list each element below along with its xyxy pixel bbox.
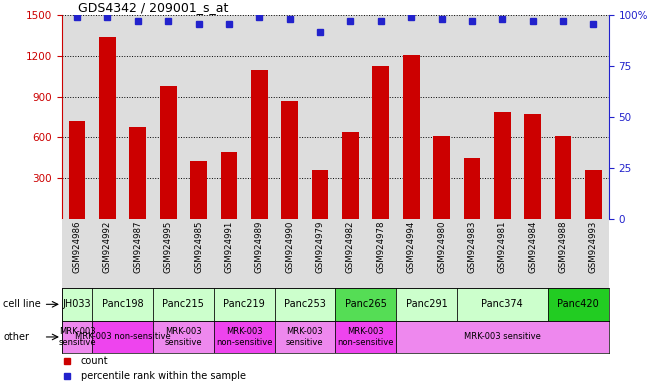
Text: Panc198: Panc198 (102, 299, 143, 310)
Text: MRK-003
non-sensitive: MRK-003 non-sensitive (216, 327, 272, 347)
Bar (214, 321, 275, 353)
Text: GSM924991: GSM924991 (225, 221, 234, 273)
Text: GSM924981: GSM924981 (498, 221, 507, 273)
Text: cell line: cell line (3, 299, 41, 310)
Text: Panc215: Panc215 (163, 299, 204, 310)
Bar (494, 112, 510, 219)
Text: GSM924992: GSM924992 (103, 221, 112, 273)
Text: percentile rank within the sample: percentile rank within the sample (81, 371, 246, 381)
Bar (312, 170, 329, 219)
Bar (92, 321, 153, 353)
Bar (275, 321, 335, 353)
Bar (335, 288, 396, 321)
Text: GSM924990: GSM924990 (285, 221, 294, 273)
Text: GSM924978: GSM924978 (376, 221, 385, 273)
Text: Panc265: Panc265 (345, 299, 387, 310)
Text: GSM924985: GSM924985 (194, 221, 203, 273)
Bar (403, 55, 419, 219)
Text: GSM924982: GSM924982 (346, 221, 355, 273)
Text: GSM924986: GSM924986 (72, 221, 81, 273)
Bar (555, 136, 572, 219)
Text: Panc420: Panc420 (557, 299, 599, 310)
Text: Panc291: Panc291 (406, 299, 447, 310)
Bar (275, 288, 335, 321)
Bar (69, 121, 85, 219)
Bar (153, 321, 214, 353)
Bar (457, 288, 548, 321)
Text: GSM924995: GSM924995 (163, 221, 173, 273)
Bar (585, 170, 602, 219)
Text: GSM924988: GSM924988 (559, 221, 568, 273)
Text: GSM924979: GSM924979 (316, 221, 325, 273)
Bar (190, 161, 207, 219)
Text: GSM924989: GSM924989 (255, 221, 264, 273)
Bar (525, 114, 541, 219)
Text: MRK-003
sensitive: MRK-003 sensitive (165, 327, 202, 347)
Bar (159, 86, 176, 219)
Bar (396, 288, 457, 321)
Text: GSM924994: GSM924994 (407, 221, 416, 273)
Bar (251, 70, 268, 219)
Text: GDS4342 / 209001_s_at: GDS4342 / 209001_s_at (78, 1, 229, 14)
Bar (62, 288, 92, 321)
Text: MRK-003
sensitive: MRK-003 sensitive (286, 327, 324, 347)
Bar (434, 136, 450, 219)
Bar (99, 37, 116, 219)
Text: GSM924980: GSM924980 (437, 221, 446, 273)
Text: MRK-003 sensitive: MRK-003 sensitive (464, 333, 541, 341)
Text: GSM924993: GSM924993 (589, 221, 598, 273)
Bar (153, 288, 214, 321)
Bar (372, 66, 389, 219)
Text: GSM924984: GSM924984 (528, 221, 537, 273)
Text: MRK-003
sensitive: MRK-003 sensitive (58, 327, 96, 347)
Text: GSM924987: GSM924987 (133, 221, 143, 273)
Bar (396, 321, 609, 353)
Bar (130, 127, 146, 219)
Bar (214, 288, 275, 321)
Text: count: count (81, 356, 109, 366)
Bar (92, 288, 153, 321)
Text: GSM924983: GSM924983 (467, 221, 477, 273)
Bar (62, 321, 92, 353)
Bar (464, 158, 480, 219)
Text: MRK-003 non-sensitive: MRK-003 non-sensitive (75, 333, 171, 341)
Text: Panc374: Panc374 (482, 299, 523, 310)
Bar (221, 152, 237, 219)
Bar (281, 101, 298, 219)
Bar (342, 132, 359, 219)
Text: MRK-003
non-sensitive: MRK-003 non-sensitive (337, 327, 394, 347)
Text: Panc253: Panc253 (284, 299, 326, 310)
Bar (548, 288, 609, 321)
Text: Panc219: Panc219 (223, 299, 265, 310)
Text: other: other (3, 332, 29, 342)
Bar (335, 321, 396, 353)
Text: JH033: JH033 (62, 299, 91, 310)
